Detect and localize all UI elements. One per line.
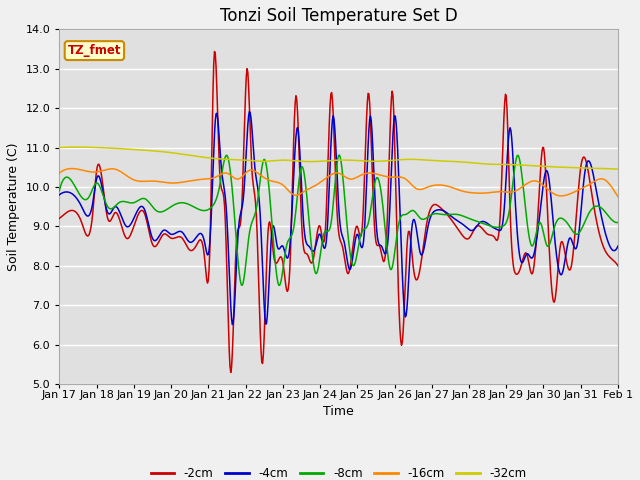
- Title: Tonzi Soil Temperature Set D: Tonzi Soil Temperature Set D: [220, 7, 458, 25]
- Y-axis label: Soil Temperature (C): Soil Temperature (C): [7, 143, 20, 271]
- Text: TZ_fmet: TZ_fmet: [68, 44, 121, 57]
- Legend: -2cm, -4cm, -8cm, -16cm, -32cm: -2cm, -4cm, -8cm, -16cm, -32cm: [146, 462, 531, 480]
- X-axis label: Time: Time: [323, 405, 354, 418]
